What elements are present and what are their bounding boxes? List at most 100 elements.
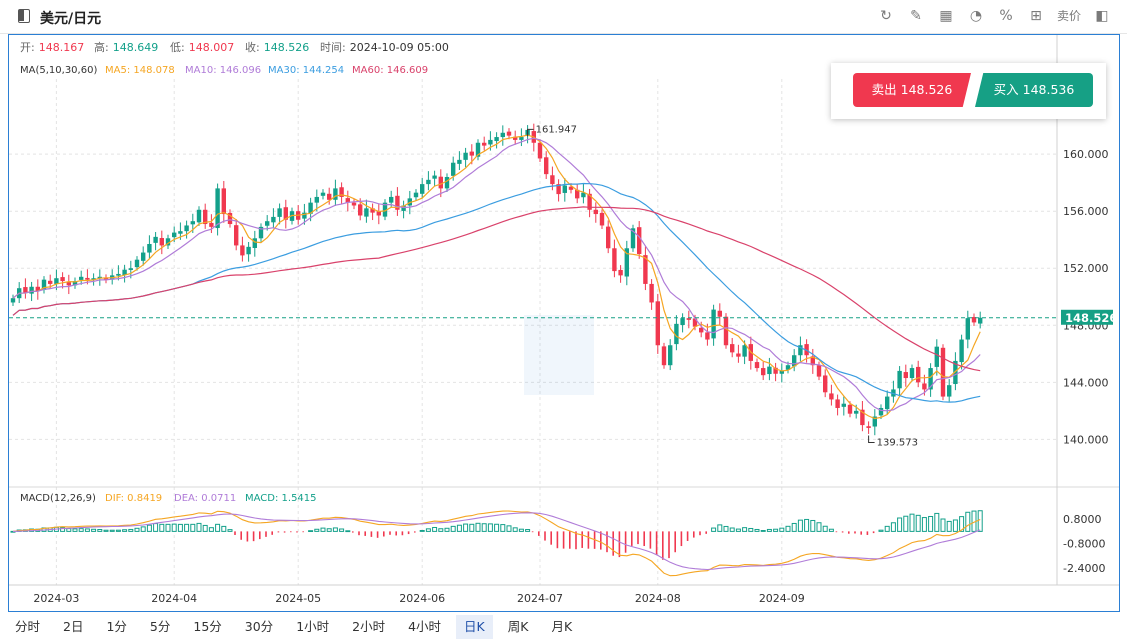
period-tab-active[interactable]: 日K [456,614,493,639]
low-annotation-arrow [868,435,875,443]
macd-histogram-bar [103,529,109,532]
candle-body [141,252,146,261]
candle-body [661,346,667,366]
date-tick-label: 2024-08 [635,592,681,605]
price-type-toggle[interactable]: 卖价 [1056,9,1081,23]
candle-body [711,309,716,339]
period-tab[interactable]: 30分 [244,618,274,634]
period-tab[interactable]: 4小时 [408,618,442,634]
macd-histogram-bar [940,518,946,532]
macd-histogram-bar [928,515,934,532]
candle-body [742,345,747,357]
candle-body [91,278,96,280]
macd-histogram-bar [810,519,816,532]
macd-histogram-bar [487,523,493,532]
macd-histogram-bar [674,531,676,553]
grid-icon[interactable]: ⊞ [1030,8,1042,24]
macd-tick-label: 0.8000 [1063,513,1102,526]
ma60-line [12,206,981,372]
draw-icon[interactable]: ✎ [910,8,922,24]
ma5-legend: MA5: 148.078 [105,65,175,76]
date-tick-label: 2024-05 [275,592,321,605]
candle-body [147,244,152,253]
period-tab[interactable]: 2小时 [352,618,386,634]
period-tab[interactable]: 15分 [193,618,222,634]
candle-body [370,208,375,213]
candle-body [190,221,195,225]
macd-histogram-bar [538,531,540,536]
period-tab[interactable]: 周K [507,618,529,634]
candle-body [730,344,735,353]
period-tab[interactable]: 5分 [149,618,171,634]
candle-body [41,279,47,290]
macd-histogram-bar [146,524,152,532]
svg-text:高:148.649: 高: 148.649 [94,40,158,54]
macd-histogram-bar [773,528,779,532]
kline-chart[interactable]: 160.000156.000152.000148.000144.000140.0… [9,35,1119,611]
macd-histogram-bar [66,528,72,532]
candle-body [792,355,797,367]
candle-body [178,231,183,234]
period-tab[interactable]: 月K [551,618,573,634]
close-label: 收: [245,40,260,54]
chart-container[interactable]: 160.000 156.000 152.000 148.000 144.000 140.0… [8,34,1120,612]
time-value: 2024-10-09 05:00 [350,41,449,54]
chart-type-icon[interactable]: ▦ [939,8,953,24]
period-tab[interactable]: 2日 [63,618,84,634]
macd-histogram-bar [438,528,444,532]
period-tab[interactable]: 1分 [106,618,127,634]
candle-body [469,151,474,156]
macd-histogram-bar [909,513,915,532]
candle-body [159,238,164,246]
period-tab[interactable]: 分时 [15,618,41,634]
candle-body [395,195,400,210]
macd-histogram-bar [494,523,500,532]
sell-button[interactable]: 卖出 148.526 [853,73,971,107]
macd-histogram-bar [72,528,78,532]
candle-body [866,426,871,428]
macd-histogram-bar [946,520,952,532]
macd-histogram-bar [401,531,404,536]
macd-histogram-bar [878,529,884,532]
period-tab[interactable]: 1小时 [296,618,330,634]
candle-body [953,360,958,385]
candle-body [54,278,59,284]
date-tick-label: 2024-07 [517,592,563,605]
macd-histogram-bar [190,523,196,532]
macd-histogram-bar [779,527,785,532]
macd-histogram-bar [376,531,379,538]
candle-body [519,137,524,140]
buy-button[interactable]: 买入 148.536 [975,73,1093,107]
macd-histogram-bar [308,530,314,532]
candle-body [103,277,109,280]
candle-body [66,282,71,286]
macd-histogram-bar [184,523,190,532]
candle-body [754,362,760,369]
macd-histogram-bar [332,527,338,532]
macd-histogram-bar [196,522,202,532]
pie-icon[interactable]: ◔ [969,8,983,24]
macd-histogram-bar [358,531,360,536]
candle-body [364,208,369,217]
low-price-annotation: 139.573 [877,437,918,448]
macd-histogram-bar [314,528,320,532]
macd-histogram-bar [159,523,165,532]
candle-body [686,318,691,320]
macd-histogram-bar [320,527,326,532]
candle-body [705,332,710,340]
panel-toggle-icon[interactable] [18,9,30,23]
refresh-icon[interactable]: ↻ [880,8,892,24]
macd-histogram-bar [339,528,345,532]
macd-histogram-bar [804,518,810,532]
percent-icon[interactable]: % [999,8,1013,24]
layout-icon[interactable]: ◧ [1095,8,1109,24]
macd-histogram-bar [562,531,565,549]
candle-body [128,268,133,270]
macd-histogram-bar [506,525,512,532]
candle-body [271,216,276,223]
candle-body [302,212,307,219]
macd-histogram-bar [860,531,862,535]
candle-body [85,277,90,280]
candle-body [79,276,84,280]
dif-legend: DIF: 0.8419 [105,493,162,504]
